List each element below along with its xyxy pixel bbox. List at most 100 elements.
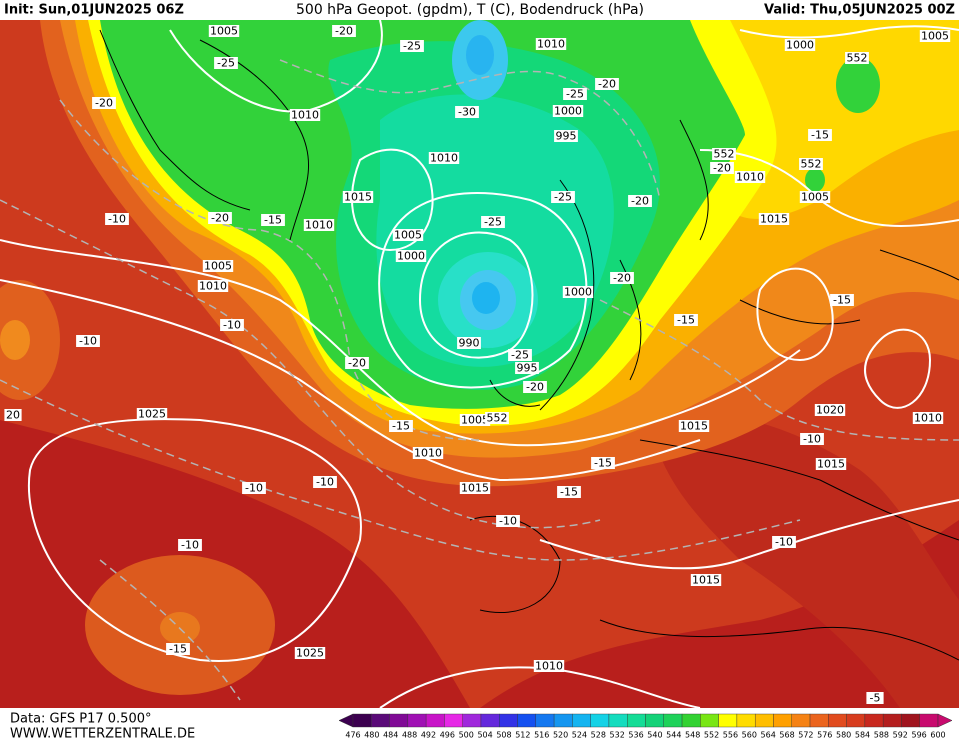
contour-label: 1000 xyxy=(554,105,582,118)
legend-label: 480 xyxy=(364,731,379,740)
label-box xyxy=(294,647,326,659)
legend-swatch xyxy=(754,713,774,728)
label-box xyxy=(496,515,520,527)
contour-label: 995 xyxy=(517,362,538,375)
label-box xyxy=(412,447,444,459)
contour-label: -20 xyxy=(713,162,731,175)
legend-swatch xyxy=(608,713,628,728)
map-title: 500 hPa Geopot. (gpdm), T (C), Bodendruc… xyxy=(296,2,644,18)
contour-label: -20 xyxy=(526,381,544,394)
contour-label: -20 xyxy=(613,272,631,285)
legend-label: 540 xyxy=(647,731,662,740)
label-box xyxy=(674,314,698,326)
legend-label: 548 xyxy=(685,731,700,740)
legend-label: 596 xyxy=(911,731,926,740)
legend-swatch xyxy=(700,713,719,728)
label-box xyxy=(166,643,190,655)
label-box xyxy=(508,349,532,361)
label-box xyxy=(389,420,413,432)
label-box xyxy=(4,409,22,421)
label-box xyxy=(400,40,424,52)
legend-label: 508 xyxy=(496,731,511,740)
contour-label: -15 xyxy=(677,314,695,327)
legend-swatch xyxy=(681,713,701,728)
contour-label: 1010 xyxy=(914,412,942,425)
contour-label: -20 xyxy=(211,212,229,225)
contour-label: -15 xyxy=(811,129,829,142)
contour-label: 1010 xyxy=(291,109,319,122)
data-source: Data: GFS P17 0.500° xyxy=(10,712,152,727)
label-box xyxy=(76,335,100,347)
label-box xyxy=(734,171,766,183)
legend-swatch xyxy=(791,713,811,728)
contour-label: -10 xyxy=(108,213,126,226)
label-box xyxy=(815,458,847,470)
label-box xyxy=(557,486,581,498)
contour-label: -10 xyxy=(181,539,199,552)
contour-label: -10 xyxy=(499,515,517,528)
label-box xyxy=(814,404,846,416)
label-box xyxy=(912,412,944,424)
legend-label: 536 xyxy=(628,731,643,740)
label-box xyxy=(342,191,374,203)
contour-label: 1025 xyxy=(138,408,166,421)
header-band xyxy=(0,0,959,20)
legend-swatch xyxy=(809,713,829,728)
label-box xyxy=(533,660,565,672)
contour-label: -25 xyxy=(403,40,421,53)
contour-label: 1015 xyxy=(760,213,788,226)
label-box xyxy=(208,25,240,37)
label-box xyxy=(332,25,356,37)
label-box xyxy=(459,414,491,426)
contour-label: 1000 xyxy=(564,286,592,299)
label-box xyxy=(457,337,481,349)
contour-label: -25 xyxy=(484,216,502,229)
label-box xyxy=(758,213,790,225)
label-box xyxy=(481,216,505,228)
label-box xyxy=(220,319,244,331)
contour-label: -10 xyxy=(79,335,97,348)
legend-label: 528 xyxy=(591,731,606,740)
label-box xyxy=(136,408,168,420)
legend-swatch xyxy=(371,713,390,728)
label-box xyxy=(552,105,584,117)
contour-label: 1000 xyxy=(397,250,425,263)
legend-swatch xyxy=(517,713,537,728)
label-box xyxy=(800,433,824,445)
legend-swatch xyxy=(645,713,664,728)
contour-label: 1005 xyxy=(801,191,829,204)
contour-label: -15 xyxy=(833,294,851,307)
contour-label: 1010 xyxy=(535,660,563,673)
label-box xyxy=(303,219,335,231)
label-box xyxy=(92,97,116,109)
label-box xyxy=(712,148,736,160)
init-text: Init: Sun,01JUN2025 06Z xyxy=(4,3,184,18)
contour-label: -10 xyxy=(316,476,334,489)
label-box xyxy=(563,88,587,100)
contour-label: 1010 xyxy=(430,152,458,165)
legend-swatch xyxy=(846,713,866,728)
contour-label: 552 xyxy=(801,158,822,171)
label-box xyxy=(178,539,202,551)
label-box xyxy=(799,191,831,203)
label-box xyxy=(678,420,710,432)
label-box xyxy=(214,57,238,69)
contour-label: 1020 xyxy=(816,404,844,417)
label-box xyxy=(799,158,823,170)
label-box xyxy=(395,250,427,262)
label-box xyxy=(428,152,460,164)
legend-swatch xyxy=(407,713,427,728)
legend-swatch xyxy=(389,713,409,728)
contour-label: -25 xyxy=(511,349,529,362)
legend-label: 476 xyxy=(345,731,360,740)
label-box xyxy=(690,574,722,586)
legend-label: 588 xyxy=(874,731,889,740)
legend-label: 512 xyxy=(515,731,530,740)
contour-label: -5 xyxy=(870,692,881,705)
label-box xyxy=(919,30,951,42)
legend-swatch xyxy=(425,713,445,728)
label-box xyxy=(610,272,634,284)
contour-label: 1015 xyxy=(461,482,489,495)
legend-swatch xyxy=(901,713,920,728)
